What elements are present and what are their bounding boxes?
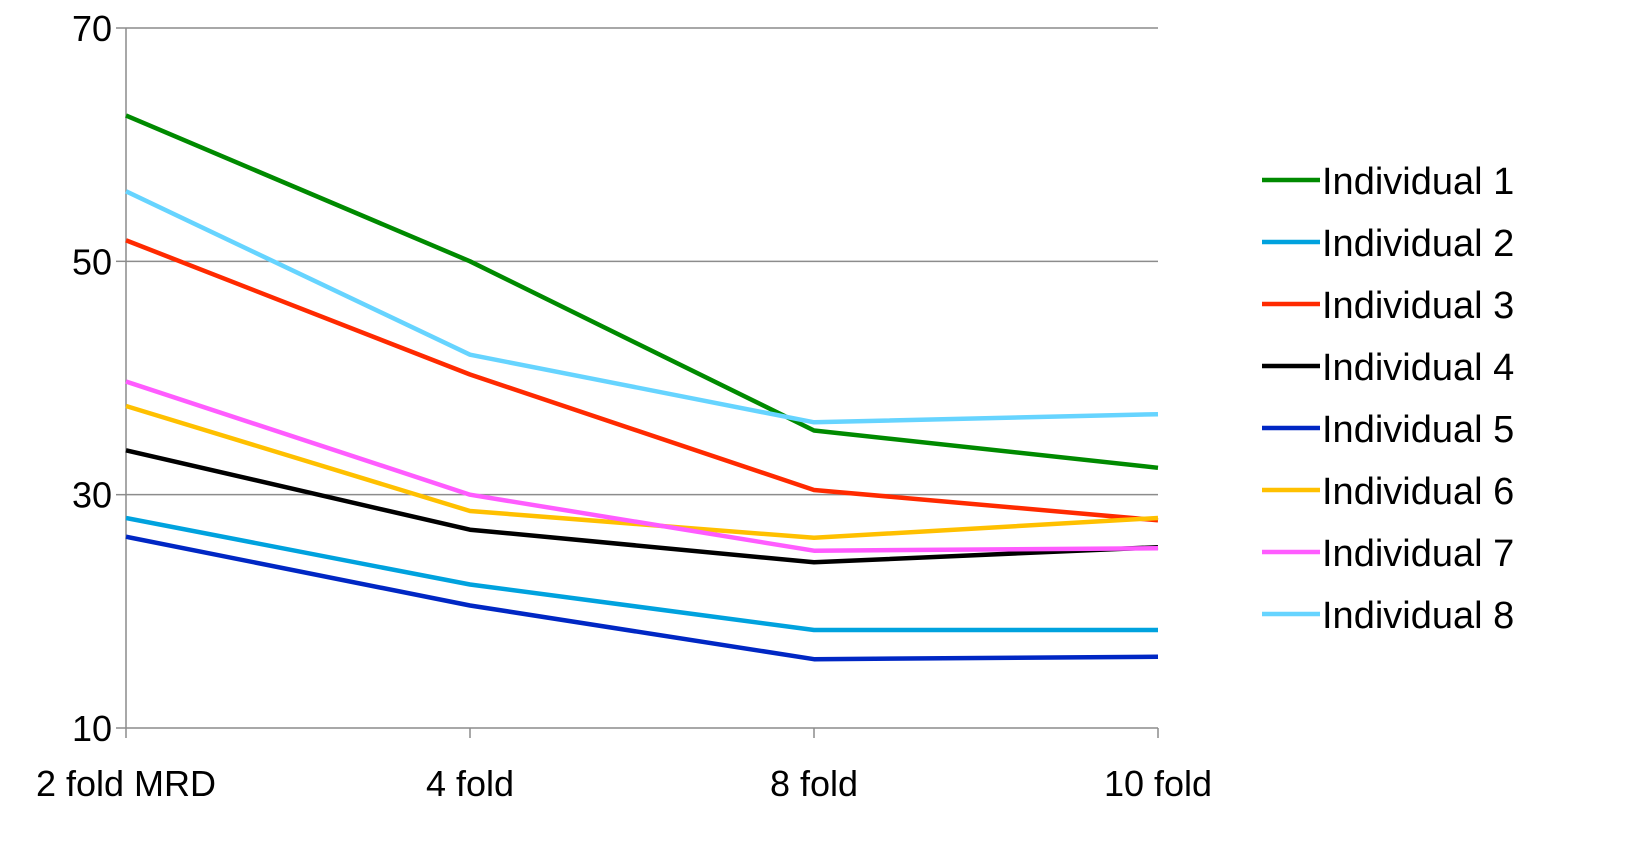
gridlines xyxy=(126,27,1158,496)
axes xyxy=(116,27,1159,738)
y-tick-label: 10 xyxy=(72,708,112,749)
legend-label-1: Individual 1 xyxy=(1322,161,1514,203)
series-line-2 xyxy=(125,515,1158,633)
legend: Individual 1 Individual 2 Individual 3 Indi… xyxy=(1262,161,1514,637)
x-tick-label: 4 fold xyxy=(426,763,514,804)
x-tick-label: 10 fold xyxy=(1104,763,1212,804)
x-tick-label: 2 fold MRD xyxy=(36,763,216,804)
legend-label-5: Individual 5 xyxy=(1322,409,1514,451)
series-line-8 xyxy=(125,189,1159,425)
y-tick-label: 50 xyxy=(72,241,112,282)
legend-label-8: Individual 8 xyxy=(1322,595,1514,637)
legend-label-2: Individual 2 xyxy=(1322,223,1514,265)
series-line-1 xyxy=(125,113,1159,471)
legend-label-3: Individual 3 xyxy=(1322,285,1514,327)
series-line-4 xyxy=(125,448,1159,565)
legend-label-4: Individual 4 xyxy=(1322,347,1514,389)
series-line-6 xyxy=(125,403,1159,541)
series-lines xyxy=(125,113,1159,662)
y-tick-labels: 10 30 50 70 xyxy=(72,8,112,749)
y-tick-label: 70 xyxy=(72,8,112,49)
legend-label-7: Individual 7 xyxy=(1322,533,1514,575)
series-line-3 xyxy=(125,238,1159,523)
x-tick-labels: 2 fold MRD 4 fold 8 fold 10 fold xyxy=(36,763,1212,804)
series-line-5 xyxy=(125,534,1159,662)
legend-label-6: Individual 6 xyxy=(1322,471,1514,513)
y-tick-label: 30 xyxy=(72,475,112,516)
series-line-7 xyxy=(125,379,1159,553)
x-tick-label: 8 fold xyxy=(770,763,858,804)
